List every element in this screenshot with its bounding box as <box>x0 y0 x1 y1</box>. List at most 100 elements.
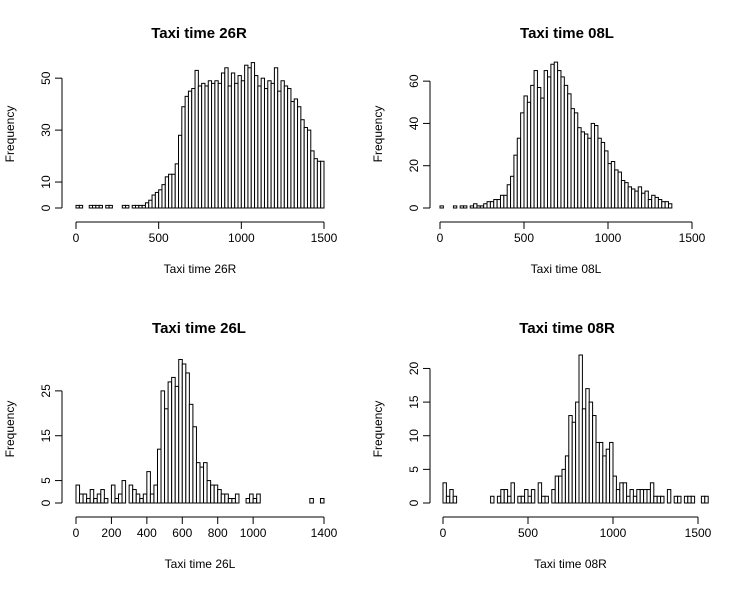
bar <box>510 175 515 209</box>
y-tick-label: 20 <box>407 159 421 173</box>
x-tick-label: 1500 <box>311 231 338 245</box>
bar <box>600 141 606 209</box>
bar <box>171 376 176 504</box>
bar <box>203 462 208 504</box>
bar <box>496 495 502 504</box>
bar <box>581 408 587 504</box>
bar <box>646 489 651 504</box>
bar <box>575 401 580 504</box>
bar <box>459 205 465 209</box>
bar <box>664 201 669 209</box>
x-axis-label: Taxi time 08R <box>534 557 607 571</box>
bar <box>79 493 84 504</box>
bar <box>493 199 498 209</box>
bar <box>612 475 617 504</box>
bar <box>156 448 162 504</box>
x-tick-label: 1400 <box>311 526 338 540</box>
bar <box>149 493 155 504</box>
y-tick-label: 50 <box>39 71 53 85</box>
bar <box>643 489 648 504</box>
bar <box>607 163 612 209</box>
bar <box>114 498 120 504</box>
y-tick-label: 15 <box>39 429 53 443</box>
bar <box>98 204 103 209</box>
bar <box>567 93 572 209</box>
bar <box>452 205 458 209</box>
bar <box>463 205 468 209</box>
chart-title: Taxi time 26L <box>152 320 246 337</box>
bar <box>583 133 589 209</box>
bar <box>506 184 512 209</box>
bar <box>629 489 634 504</box>
bar <box>541 495 546 504</box>
bar <box>523 95 528 209</box>
bar <box>125 204 130 209</box>
bar <box>118 493 123 504</box>
x-axis-label: Taxi time 08L <box>531 262 602 276</box>
bar <box>234 493 240 504</box>
bar <box>496 199 501 209</box>
bar <box>620 180 626 209</box>
bars <box>439 61 673 209</box>
bar <box>550 63 555 209</box>
bar <box>533 70 538 209</box>
bar <box>687 495 692 504</box>
bar <box>530 84 535 209</box>
bar <box>75 484 81 504</box>
bar <box>520 495 526 504</box>
bar <box>647 199 653 209</box>
x-tick-label: 800 <box>208 526 228 540</box>
bar <box>661 201 666 209</box>
bar <box>654 196 659 209</box>
bar <box>210 484 215 504</box>
bar <box>486 201 491 209</box>
y-tick-label: 15 <box>407 395 421 409</box>
bar <box>78 204 84 209</box>
bar <box>473 203 478 209</box>
bar <box>700 495 706 504</box>
x-tick-label: 500 <box>518 526 538 540</box>
bar <box>82 493 88 504</box>
x-axis: 0 500 1000 1500 <box>440 516 712 540</box>
bar <box>309 498 314 504</box>
bar <box>503 489 509 504</box>
bar <box>86 498 91 504</box>
bar <box>657 199 663 209</box>
histogram-panel-3: Taxi time 26L 0 5 15 25 Frequency 0 200 400 600 80… <box>3 320 338 571</box>
bar <box>526 101 532 209</box>
bar <box>164 408 169 504</box>
bar <box>483 203 488 209</box>
bar <box>544 495 549 504</box>
y-tick-label: 5 <box>407 466 421 473</box>
bar <box>174 385 180 504</box>
bars <box>75 62 325 209</box>
bar <box>634 190 639 209</box>
y-tick-label: 0 <box>407 499 421 506</box>
x-axis-label: Taxi time 26R <box>164 262 237 276</box>
bar <box>153 484 158 504</box>
bar <box>644 190 649 209</box>
bar <box>598 441 604 504</box>
x-axis: 0 200 400 600 800 1000 1400 <box>73 516 338 540</box>
bar <box>624 182 629 209</box>
bar <box>597 137 602 209</box>
bar <box>146 471 151 504</box>
bar <box>619 482 624 504</box>
histogram-panel-2: Taxi time 08L 0 20 40 60 Frequency 0 500 1000 150… <box>371 25 706 276</box>
bar <box>192 426 197 504</box>
y-tick-label: 30 <box>39 123 53 137</box>
histogram-panel-4: Taxi time 08R 0 5 10 15 20 Frequency 0 500 1000 15… <box>371 320 712 571</box>
bar <box>590 122 596 209</box>
bar <box>489 201 495 209</box>
x-tick-label: 400 <box>137 526 157 540</box>
bar <box>649 482 655 504</box>
x-tick-label: 1500 <box>685 526 712 540</box>
bar <box>527 495 532 504</box>
x-tick-label: 0 <box>73 231 80 245</box>
bar <box>100 489 105 504</box>
bar <box>594 125 599 209</box>
bar <box>617 171 622 209</box>
bar <box>627 186 633 209</box>
bar <box>524 489 529 504</box>
